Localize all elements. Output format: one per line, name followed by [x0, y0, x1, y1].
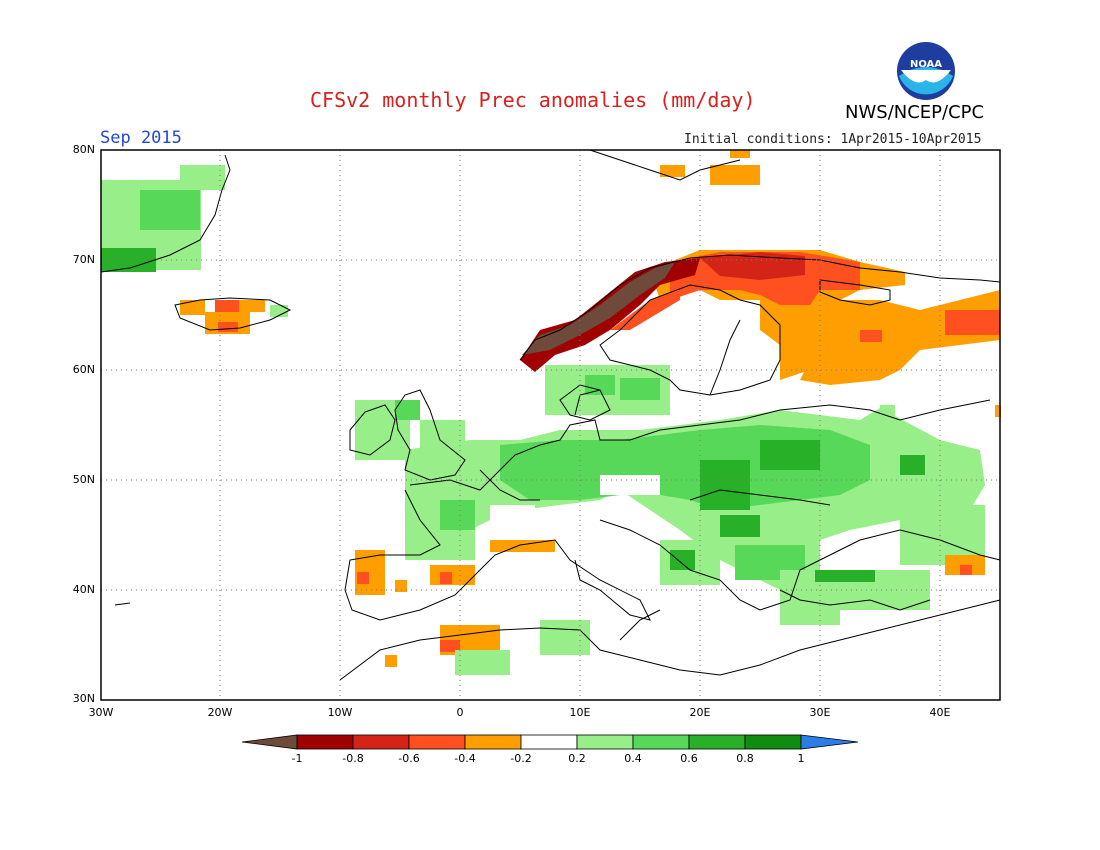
lon-label: 20E — [689, 706, 711, 719]
map-frame — [100, 149, 1001, 701]
lon-label: 20W — [207, 706, 233, 719]
period-label: Sep 2015 — [100, 128, 182, 148]
lon-label: 40E — [929, 706, 951, 719]
colorbar-label: -1 — [291, 752, 303, 765]
initial-conditions-label: Initial conditions: 1Apr2015-10Apr2015 — [684, 132, 982, 147]
lon-label: 30E — [809, 706, 831, 719]
colorbar-label: 1 — [797, 752, 805, 765]
noaa-logo-icon: NOAA — [897, 42, 955, 100]
colorbar-label: -0.6 — [398, 752, 420, 765]
colorbar — [241, 734, 859, 750]
lat-label: 60N — [72, 363, 95, 376]
lon-label: 10E — [569, 706, 591, 719]
lat-label: 30N — [72, 692, 95, 705]
colorbar-label: -0.4 — [454, 752, 476, 765]
anomaly-fill-layer — [101, 150, 1001, 675]
lat-label: 70N — [72, 253, 95, 266]
agency-label: NWS/NCEP/CPC — [845, 102, 985, 123]
lat-label: 50N — [72, 473, 95, 486]
coastline-layer — [100, 149, 1001, 681]
colorbar-high-arrow — [800, 734, 859, 750]
colorbar-label: 0.2 — [568, 752, 586, 765]
colorbar-label: 0.4 — [624, 752, 642, 765]
colorbar-low-arrow — [241, 734, 298, 750]
grid-layer — [101, 150, 1000, 700]
logo-text: NOAA — [910, 59, 942, 70]
colorbar-label: 0.8 — [736, 752, 754, 765]
lat-label: 80N — [72, 143, 95, 156]
colorbar-label: -0.8 — [342, 752, 364, 765]
lat-label: 40N — [72, 583, 95, 596]
colorbar-label: -0.2 — [510, 752, 532, 765]
colorbar-label: 0.6 — [680, 752, 698, 765]
lon-label: 10W — [327, 706, 353, 719]
lon-label: 0 — [456, 706, 464, 719]
lon-label: 30W — [88, 706, 114, 719]
